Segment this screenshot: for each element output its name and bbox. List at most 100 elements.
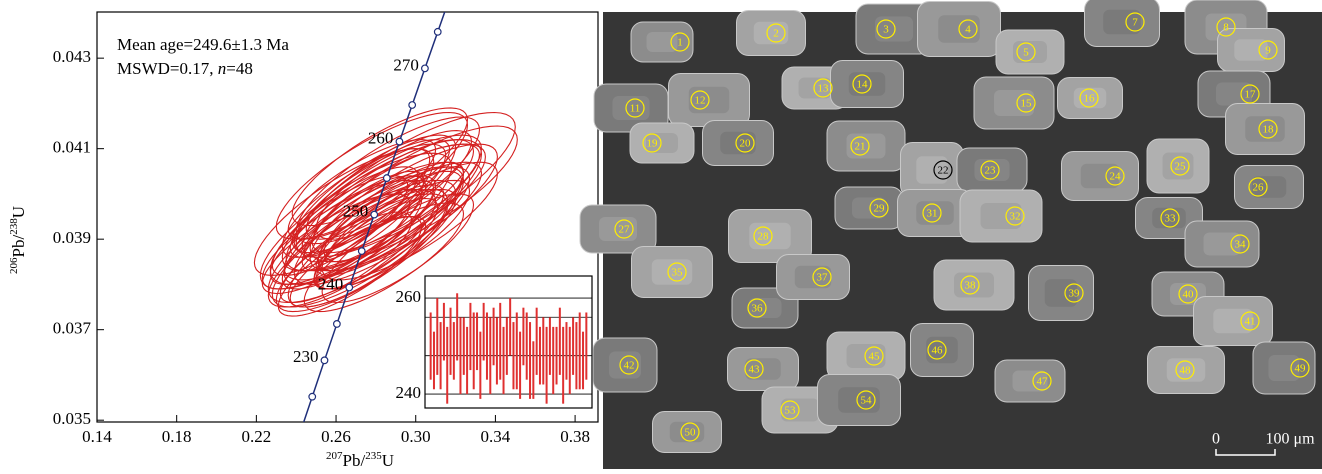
error-bar [545,326,548,404]
x-tick-label: 0.18 [162,427,192,446]
grain-label: 35 [672,267,684,279]
grain-core [994,90,1034,116]
error-bar [472,312,475,390]
grain-core [720,131,756,155]
ellipse [267,166,465,304]
grain-core [846,344,886,368]
grain-label: 8 [1223,22,1229,34]
grain-label-circle [1105,166,1125,186]
error-bar [548,317,551,375]
ellipse [317,170,463,272]
error-bar [479,331,482,399]
x-tick-label: 0.30 [401,427,431,446]
label-part: 235 [365,450,382,462]
age-label: 270 [393,55,419,74]
grain-label: 40 [1183,289,1195,301]
grain-core [646,32,678,52]
grain-label: 18 [1263,124,1275,136]
grain-core [1166,358,1206,382]
grain-label-circle [1230,234,1250,254]
x-axis-label: 207Pb/235U [326,450,394,469]
label-part: 238 [8,218,20,235]
label-part: 206 [8,257,20,274]
grain-label-circle [625,98,645,118]
y-tick-label: 240 [396,383,422,402]
grain-label: 16 [1084,93,1096,105]
grain-label: 49 [1295,363,1307,375]
grain-label-circle [960,275,980,295]
grain-label-circle [1160,208,1180,228]
grain-label: 25 [1175,161,1187,173]
grain-label: 24 [1110,171,1122,183]
grain-label-circle [856,390,876,410]
grain-core [1080,163,1120,189]
ellipse [309,143,498,272]
error-bar [439,322,442,390]
grain-label: 53 [785,405,797,417]
grain-label-circle [747,298,767,318]
error-bar [485,312,488,380]
grain-label: 13 [818,83,830,95]
age-label: 240 [318,274,344,293]
age-label: 260 [368,128,394,147]
grain-label: 41 [1245,316,1256,328]
grain-core [916,156,948,184]
error-bar [492,307,495,366]
error-bar [469,302,472,371]
age-marker [408,101,417,109]
y-tick-label: 0.035 [53,409,91,428]
grain-label-circle [1258,119,1278,139]
error-bar [446,326,449,404]
error-bar [515,312,518,390]
ellipse [315,184,445,276]
age-marker [382,174,391,182]
error-bar [578,312,581,390]
ellipse [315,130,473,240]
error-bar [552,326,555,395]
grain-core [669,421,705,443]
grain-label: 1 [677,37,683,49]
grain-label-circle [864,346,884,366]
grain-label-circle [850,136,870,156]
grain-label-circle [1290,358,1310,378]
grain-label-circle [735,133,755,153]
error-bar [512,322,515,390]
grain-label-circle [667,262,687,282]
error-bar [476,312,479,371]
grain-label-circle [922,203,942,223]
ellipse [259,152,453,290]
error-bar [565,322,568,380]
grain-core [753,21,789,45]
grain-label-circle [852,74,872,94]
error-bar [572,317,575,375]
annotation-text: =48 [226,59,253,78]
error-bar [459,317,462,395]
grain-label-circle [680,422,700,442]
grain-label: 19 [647,138,659,150]
error-bar [499,302,502,380]
grain-label-circle [690,90,710,110]
ellipse [291,107,469,227]
grain-core [1234,39,1268,61]
error-bar [449,307,452,375]
grain-label-circle [869,198,889,218]
grain-label-circle [1248,177,1268,197]
grain-label: 29 [874,203,886,215]
x-tick-label: 0.26 [321,427,351,446]
ellipse [281,134,483,272]
grain-label-circle [958,19,978,39]
grain-label-circle [780,400,800,420]
grain-label-circle [744,359,764,379]
age-marker [357,247,366,255]
grain-label: 21 [855,141,866,153]
grain-label: 7 [1132,17,1138,29]
error-bar [562,326,565,404]
error-bar [538,326,541,385]
grain-label-circle [1178,284,1198,304]
annotation-text: n [218,59,227,78]
grain-core [612,96,650,120]
error-bar [555,326,558,385]
grain-label: 27 [619,224,631,236]
error-bar [585,312,588,380]
